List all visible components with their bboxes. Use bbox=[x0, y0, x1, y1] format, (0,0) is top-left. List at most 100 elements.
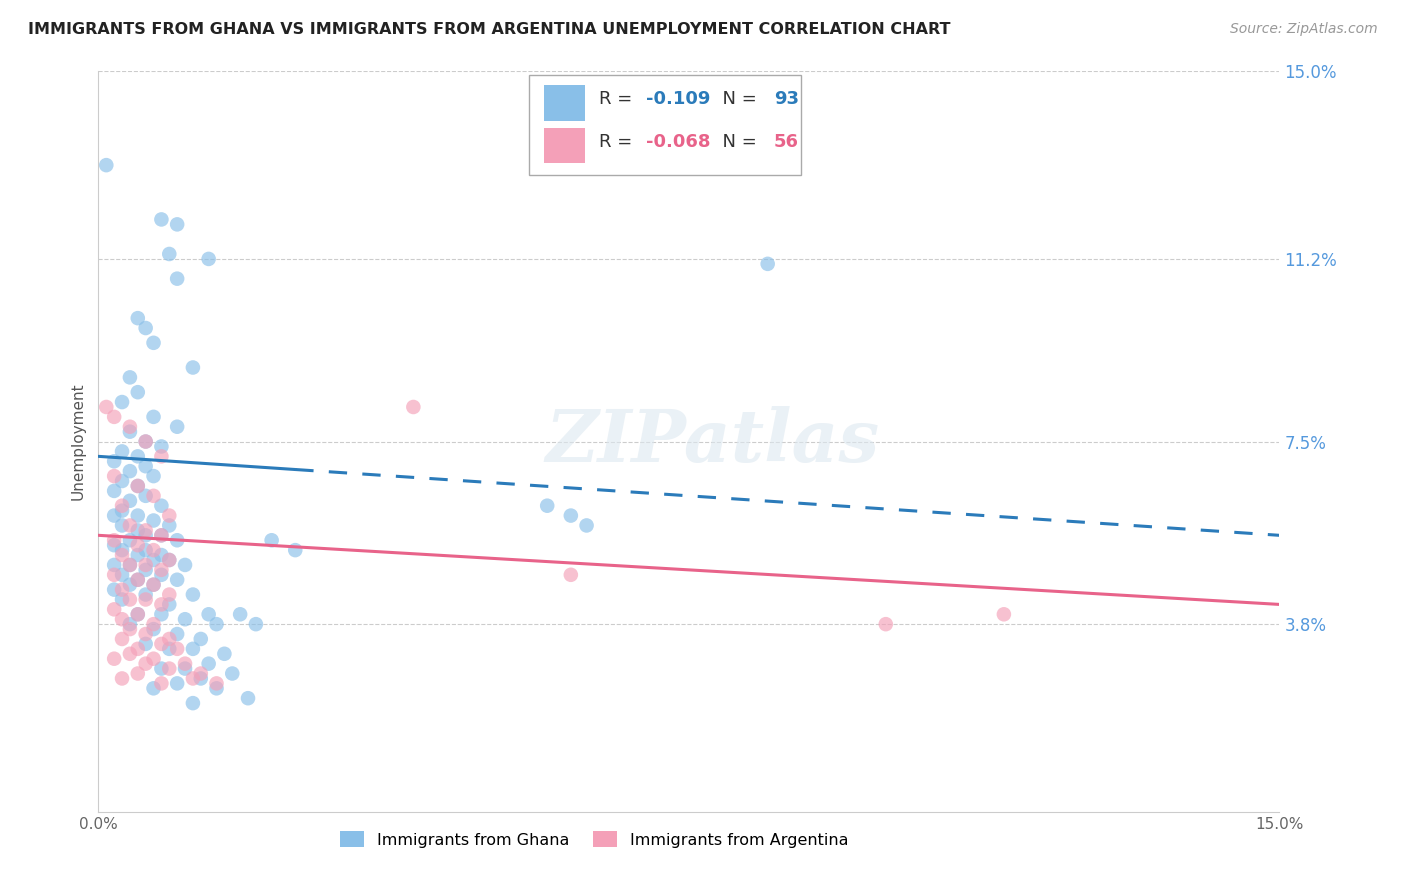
Point bbox=[166, 271, 188, 285]
Point bbox=[150, 563, 173, 577]
Text: Source: ZipAtlas.com: Source: ZipAtlas.com bbox=[1230, 22, 1378, 37]
Point bbox=[135, 588, 157, 602]
Text: R =: R = bbox=[599, 133, 638, 151]
Point bbox=[245, 617, 267, 632]
Point bbox=[118, 518, 141, 533]
Point bbox=[111, 543, 134, 558]
Point bbox=[135, 459, 157, 474]
Point bbox=[166, 627, 188, 641]
Point bbox=[190, 672, 212, 686]
Point bbox=[142, 409, 165, 424]
Point bbox=[111, 672, 134, 686]
Point bbox=[111, 518, 134, 533]
Point bbox=[157, 588, 180, 602]
Point bbox=[142, 681, 165, 696]
Point bbox=[402, 400, 425, 414]
Point bbox=[127, 641, 149, 656]
Point bbox=[127, 548, 149, 562]
Point bbox=[111, 582, 134, 597]
Point bbox=[150, 676, 173, 690]
Point bbox=[103, 469, 125, 483]
Point bbox=[127, 607, 149, 622]
Point bbox=[111, 567, 134, 582]
Point bbox=[111, 632, 134, 646]
FancyBboxPatch shape bbox=[530, 75, 801, 175]
Point bbox=[111, 444, 134, 458]
Point bbox=[166, 573, 188, 587]
Point bbox=[127, 573, 149, 587]
Point bbox=[756, 257, 779, 271]
Point bbox=[96, 158, 118, 172]
Point bbox=[260, 533, 283, 548]
Text: N =: N = bbox=[711, 133, 763, 151]
Point bbox=[214, 647, 236, 661]
Point bbox=[118, 622, 141, 636]
Point bbox=[96, 400, 118, 414]
Point bbox=[118, 577, 141, 591]
Point bbox=[236, 691, 259, 706]
Point bbox=[229, 607, 252, 622]
Point bbox=[127, 311, 149, 326]
Point bbox=[135, 434, 157, 449]
Point bbox=[150, 528, 173, 542]
Point bbox=[205, 617, 228, 632]
Point bbox=[205, 676, 228, 690]
Point bbox=[150, 212, 173, 227]
Point bbox=[111, 592, 134, 607]
Point bbox=[135, 543, 157, 558]
Point bbox=[142, 577, 165, 591]
Point bbox=[103, 558, 125, 572]
Point bbox=[111, 474, 134, 488]
Point bbox=[157, 247, 180, 261]
Point bbox=[135, 558, 157, 572]
FancyBboxPatch shape bbox=[544, 86, 585, 121]
Point bbox=[127, 607, 149, 622]
Point bbox=[111, 395, 134, 409]
Point bbox=[174, 657, 197, 671]
Point bbox=[157, 518, 180, 533]
Point bbox=[103, 533, 125, 548]
Point bbox=[118, 464, 141, 478]
Point bbox=[103, 483, 125, 498]
Point bbox=[135, 637, 157, 651]
Point bbox=[127, 479, 149, 493]
Point bbox=[111, 612, 134, 626]
Point bbox=[174, 612, 197, 626]
Point bbox=[127, 385, 149, 400]
Point bbox=[157, 662, 180, 676]
Point bbox=[127, 666, 149, 681]
Point bbox=[575, 518, 598, 533]
Text: R =: R = bbox=[599, 90, 638, 109]
Point bbox=[150, 567, 173, 582]
Point bbox=[118, 425, 141, 439]
Point bbox=[190, 666, 212, 681]
Text: N =: N = bbox=[711, 90, 763, 109]
Point bbox=[174, 558, 197, 572]
Point bbox=[142, 469, 165, 483]
Point bbox=[118, 493, 141, 508]
Text: ZIPatlas: ZIPatlas bbox=[546, 406, 880, 477]
Point bbox=[166, 676, 188, 690]
Point bbox=[103, 602, 125, 616]
Point bbox=[118, 558, 141, 572]
Point bbox=[118, 558, 141, 572]
Point bbox=[181, 360, 204, 375]
Point bbox=[135, 489, 157, 503]
Point bbox=[157, 632, 180, 646]
Text: 56: 56 bbox=[773, 133, 799, 151]
Point bbox=[560, 508, 582, 523]
Text: IMMIGRANTS FROM GHANA VS IMMIGRANTS FROM ARGENTINA UNEMPLOYMENT CORRELATION CHAR: IMMIGRANTS FROM GHANA VS IMMIGRANTS FROM… bbox=[28, 22, 950, 37]
Point bbox=[157, 553, 180, 567]
Point bbox=[150, 598, 173, 612]
Point bbox=[103, 508, 125, 523]
Point bbox=[118, 370, 141, 384]
Point bbox=[142, 514, 165, 528]
Point bbox=[150, 528, 173, 542]
Point bbox=[127, 538, 149, 552]
Point bbox=[103, 582, 125, 597]
Point bbox=[142, 651, 165, 665]
Point bbox=[190, 632, 212, 646]
Point bbox=[174, 662, 197, 676]
Point bbox=[157, 598, 180, 612]
Point bbox=[181, 588, 204, 602]
